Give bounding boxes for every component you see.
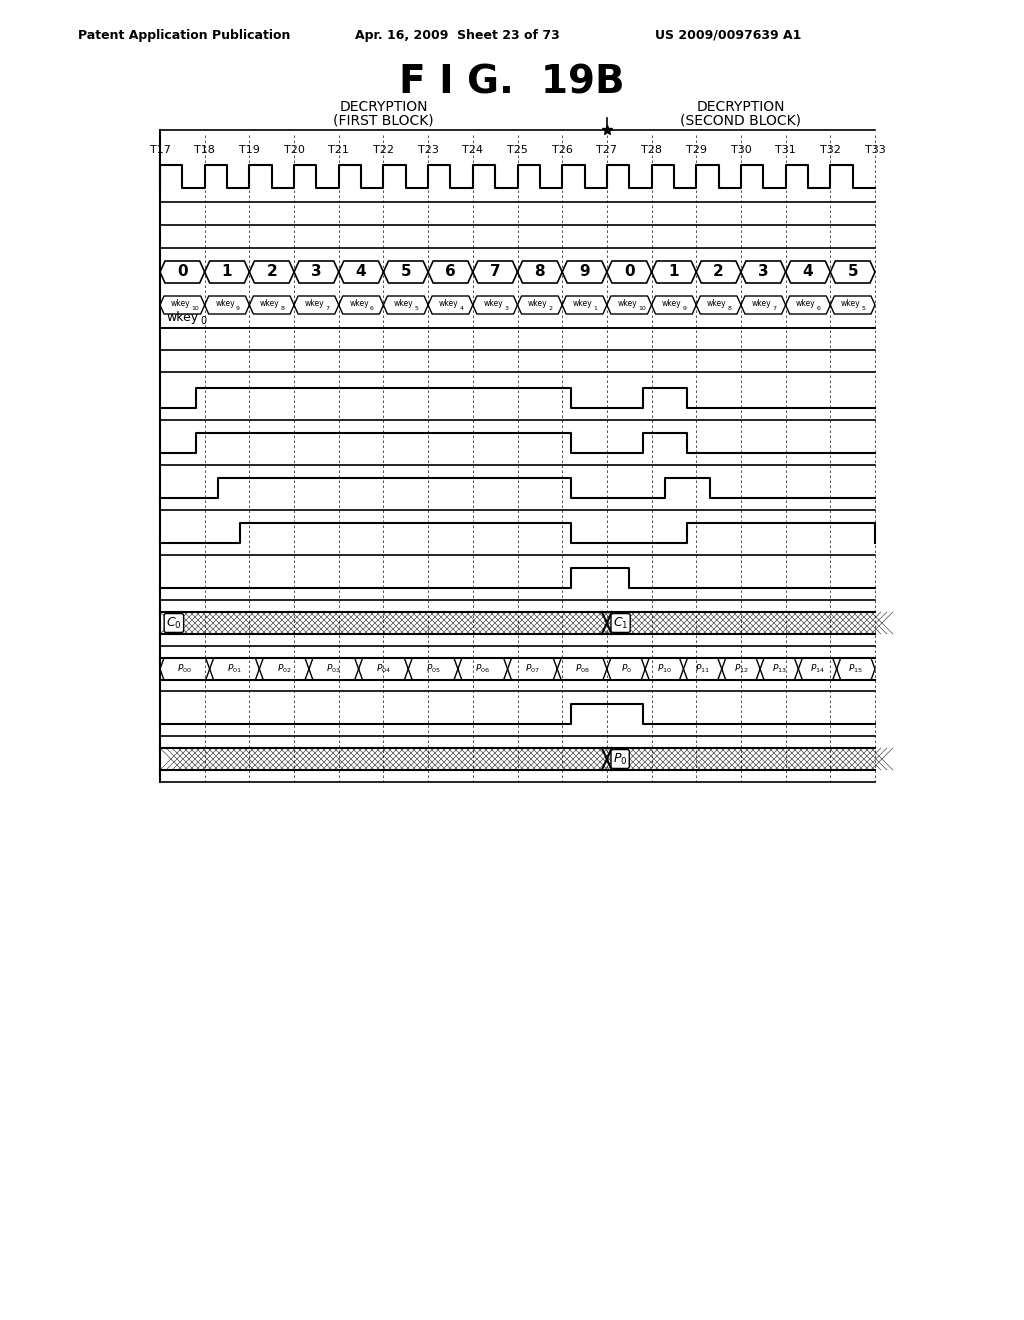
Text: T31: T31 — [775, 145, 796, 154]
Text: Patent Application Publication: Patent Application Publication — [78, 29, 291, 41]
Text: F I G.  19B: F I G. 19B — [399, 63, 625, 102]
Text: $P_{11}$: $P_{11}$ — [695, 663, 710, 676]
Text: $C_1$: $C_1$ — [613, 615, 629, 631]
Text: wkey: wkey — [752, 300, 771, 309]
Text: 1: 1 — [669, 264, 679, 280]
Text: wkey: wkey — [841, 300, 860, 309]
Text: US 2009/0097639 A1: US 2009/0097639 A1 — [655, 29, 802, 41]
Text: $P_{00}$: $P_{00}$ — [177, 663, 193, 676]
Text: T24: T24 — [462, 145, 483, 154]
Text: 2: 2 — [714, 264, 724, 280]
Text: 9: 9 — [236, 305, 240, 310]
Text: T17: T17 — [150, 145, 170, 154]
Text: T22: T22 — [373, 145, 394, 154]
Text: (SECOND BLOCK): (SECOND BLOCK) — [680, 114, 802, 127]
Text: $P_{02}$: $P_{02}$ — [276, 663, 292, 676]
Text: 0: 0 — [624, 264, 635, 280]
Text: wkey: wkey — [349, 300, 369, 309]
Text: wkey: wkey — [394, 300, 414, 309]
Text: 5: 5 — [415, 305, 419, 310]
Text: 3: 3 — [311, 264, 322, 280]
Text: 6: 6 — [370, 305, 374, 310]
Text: wkey: wkey — [483, 300, 503, 309]
Text: 4: 4 — [803, 264, 813, 280]
Text: T25: T25 — [507, 145, 528, 154]
Text: $P_{07}$: $P_{07}$ — [525, 663, 540, 676]
Text: 4: 4 — [460, 305, 464, 310]
Text: $P_{03}$: $P_{03}$ — [327, 663, 341, 676]
Text: 0: 0 — [177, 264, 187, 280]
Text: DECRYPTION: DECRYPTION — [696, 100, 785, 114]
Text: 1: 1 — [222, 264, 232, 280]
Text: 2: 2 — [266, 264, 278, 280]
Text: wkey: wkey — [707, 300, 726, 309]
Text: 10: 10 — [638, 305, 646, 310]
Text: wkey: wkey — [796, 300, 816, 309]
Text: $P_{05}$: $P_{05}$ — [426, 663, 440, 676]
Text: $P_{08}$: $P_{08}$ — [574, 663, 590, 676]
Text: 8: 8 — [281, 305, 285, 310]
Text: T18: T18 — [195, 145, 215, 154]
Text: T20: T20 — [284, 145, 304, 154]
Text: wkey: wkey — [166, 312, 198, 325]
Text: 2: 2 — [549, 305, 553, 310]
Text: T19: T19 — [239, 145, 260, 154]
Text: 8: 8 — [535, 264, 545, 280]
Text: DECRYPTION: DECRYPTION — [339, 100, 428, 114]
Text: $P_{06}$: $P_{06}$ — [475, 663, 490, 676]
Text: T30: T30 — [730, 145, 752, 154]
Text: $P_{15}$: $P_{15}$ — [849, 663, 863, 676]
Text: wkey: wkey — [304, 300, 325, 309]
Text: 7: 7 — [772, 305, 776, 310]
Text: $P_{01}$: $P_{01}$ — [227, 663, 242, 676]
Text: $P_{13}$: $P_{13}$ — [772, 663, 786, 676]
Text: $P_{12}$: $P_{12}$ — [733, 663, 749, 676]
Text: wkey: wkey — [171, 300, 190, 309]
Text: 4: 4 — [355, 264, 367, 280]
Text: 10: 10 — [191, 305, 199, 310]
Text: (FIRST BLOCK): (FIRST BLOCK) — [333, 114, 434, 127]
Text: $P_{14}$: $P_{14}$ — [810, 663, 825, 676]
Text: $P_{10}$: $P_{10}$ — [656, 663, 672, 676]
Text: T27: T27 — [596, 145, 617, 154]
Text: T29: T29 — [686, 145, 707, 154]
Text: T32: T32 — [820, 145, 841, 154]
Text: 9: 9 — [580, 264, 590, 280]
Text: wkey: wkey — [663, 300, 682, 309]
Text: 5: 5 — [400, 264, 411, 280]
Text: T23: T23 — [418, 145, 438, 154]
Text: 5: 5 — [861, 305, 865, 310]
Text: 3: 3 — [504, 305, 508, 310]
Text: 0: 0 — [200, 315, 206, 326]
Text: wkey: wkey — [528, 300, 548, 309]
Text: Apr. 16, 2009  Sheet 23 of 73: Apr. 16, 2009 Sheet 23 of 73 — [355, 29, 560, 41]
Text: 5: 5 — [847, 264, 858, 280]
Text: 7: 7 — [326, 305, 330, 310]
Text: 1: 1 — [594, 305, 597, 310]
Text: wkey: wkey — [438, 300, 459, 309]
Text: wkey: wkey — [260, 300, 280, 309]
Text: 7: 7 — [489, 264, 501, 280]
Text: $C_0$: $C_0$ — [166, 615, 181, 631]
Text: $P_{0}$: $P_{0}$ — [621, 663, 632, 676]
Text: wkey: wkey — [572, 300, 592, 309]
Text: T28: T28 — [641, 145, 663, 154]
Text: 6: 6 — [817, 305, 821, 310]
Text: T33: T33 — [864, 145, 886, 154]
Text: T21: T21 — [329, 145, 349, 154]
Text: T26: T26 — [552, 145, 572, 154]
Text: 3: 3 — [758, 264, 769, 280]
Text: wkey: wkey — [215, 300, 234, 309]
Text: 8: 8 — [728, 305, 731, 310]
Text: $P_0$: $P_0$ — [613, 751, 628, 767]
Text: wkey: wkey — [617, 300, 637, 309]
Text: $P_{04}$: $P_{04}$ — [376, 663, 391, 676]
Text: 6: 6 — [445, 264, 456, 280]
Text: 9: 9 — [683, 305, 687, 310]
